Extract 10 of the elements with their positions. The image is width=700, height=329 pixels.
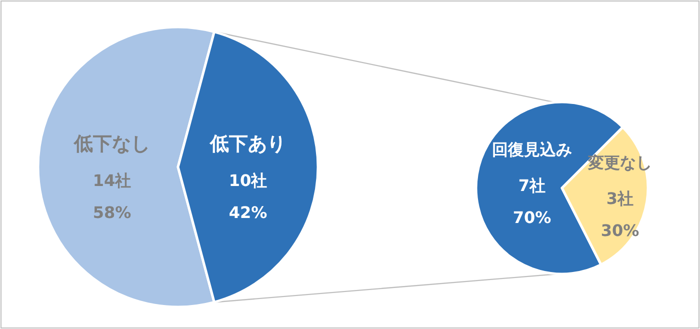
slice-label: 回復見込み	[492, 140, 572, 159]
text: 70%	[512, 208, 552, 227]
data-label: 14社	[92, 171, 132, 190]
slice-label: 低下なし	[73, 133, 150, 155]
data-label: 7社	[518, 176, 546, 195]
text: 42%	[228, 203, 268, 222]
data-label: 3社	[606, 189, 634, 208]
text: 58%	[92, 203, 132, 222]
slice-label: 低下あり	[209, 133, 286, 155]
data-label: 10社	[228, 171, 268, 190]
